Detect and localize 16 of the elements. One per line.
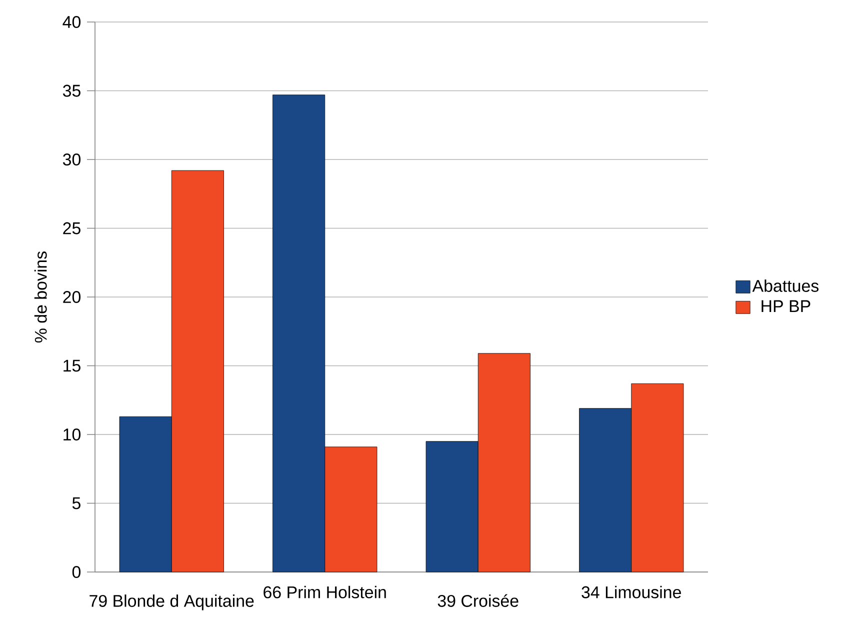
y-tick-label: 10: [64, 428, 80, 440]
y-tick-label: 25: [63, 222, 80, 234]
x-tick-label: 34 Limousine: [582, 586, 681, 598]
y-tick-label: 20: [63, 291, 80, 303]
x-tick-label: 39 Croisée: [438, 594, 518, 607]
y-tick-label: 5: [72, 497, 80, 510]
legend-label: Abattues: [752, 280, 819, 292]
y-tick-label: 0: [72, 566, 80, 578]
x-tick-label: 79 Blonde d Aquitaine: [90, 594, 254, 610]
y-tick-label: 40: [62, 16, 80, 28]
x-tick-label: 66 Prim Holstein: [264, 586, 386, 598]
y-tick-label: 15: [64, 360, 80, 372]
legend-label: HP BP: [762, 300, 810, 312]
y-tick-label: 35: [62, 84, 80, 97]
y-axis-title: % de bovins: [34, 252, 47, 343]
y-tick-label: 30: [62, 154, 80, 166]
